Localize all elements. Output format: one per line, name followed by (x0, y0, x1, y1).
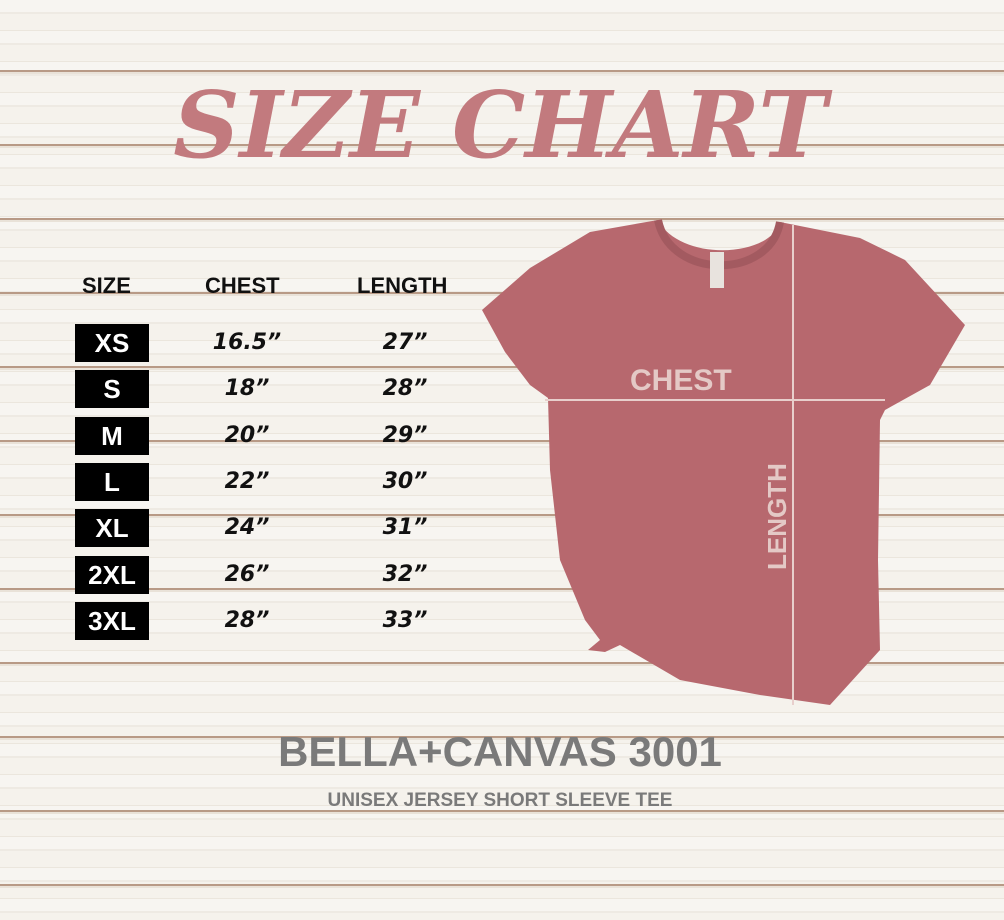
page-title: SIZE CHART (173, 71, 827, 179)
chest-value: 22” (224, 468, 270, 494)
header-length: LENGTH (357, 273, 448, 298)
length-value: 32” (382, 561, 428, 587)
length-value: 28” (382, 376, 428, 402)
chest-value: 18” (224, 376, 270, 402)
chest-value: 20” (224, 422, 270, 448)
tshirt-shape (482, 220, 965, 705)
chest-value: 28” (224, 607, 270, 633)
header-size: SIZE (82, 273, 131, 298)
shirt-tag (710, 252, 724, 288)
brand-name: BELLA+CANVAS 3001 (278, 728, 722, 775)
length-value: 33” (382, 607, 428, 633)
length-value: 29” (382, 422, 428, 448)
size-badge: XS (75, 324, 149, 362)
size-badge: 2XL (75, 555, 149, 594)
product-subtitle: UNISEX JERSEY SHORT SLEEVE TEE (327, 790, 673, 811)
length-value: 30” (382, 468, 428, 494)
header-chest: CHEST (205, 273, 280, 298)
chest-value: 24” (224, 515, 270, 541)
chest-value: 26” (224, 561, 270, 587)
size-badge: M (75, 416, 149, 455)
chest-label: CHEST (630, 364, 732, 397)
length-label: LENGTH (762, 463, 792, 570)
size-badge: L (75, 462, 149, 501)
length-value: 31” (382, 515, 428, 541)
length-value: 27” (382, 330, 428, 355)
chest-value: 16.5” (212, 330, 282, 355)
size-badge: XL (75, 509, 149, 548)
size-badge: S (75, 370, 149, 409)
size-badge: 3XL (75, 601, 149, 640)
